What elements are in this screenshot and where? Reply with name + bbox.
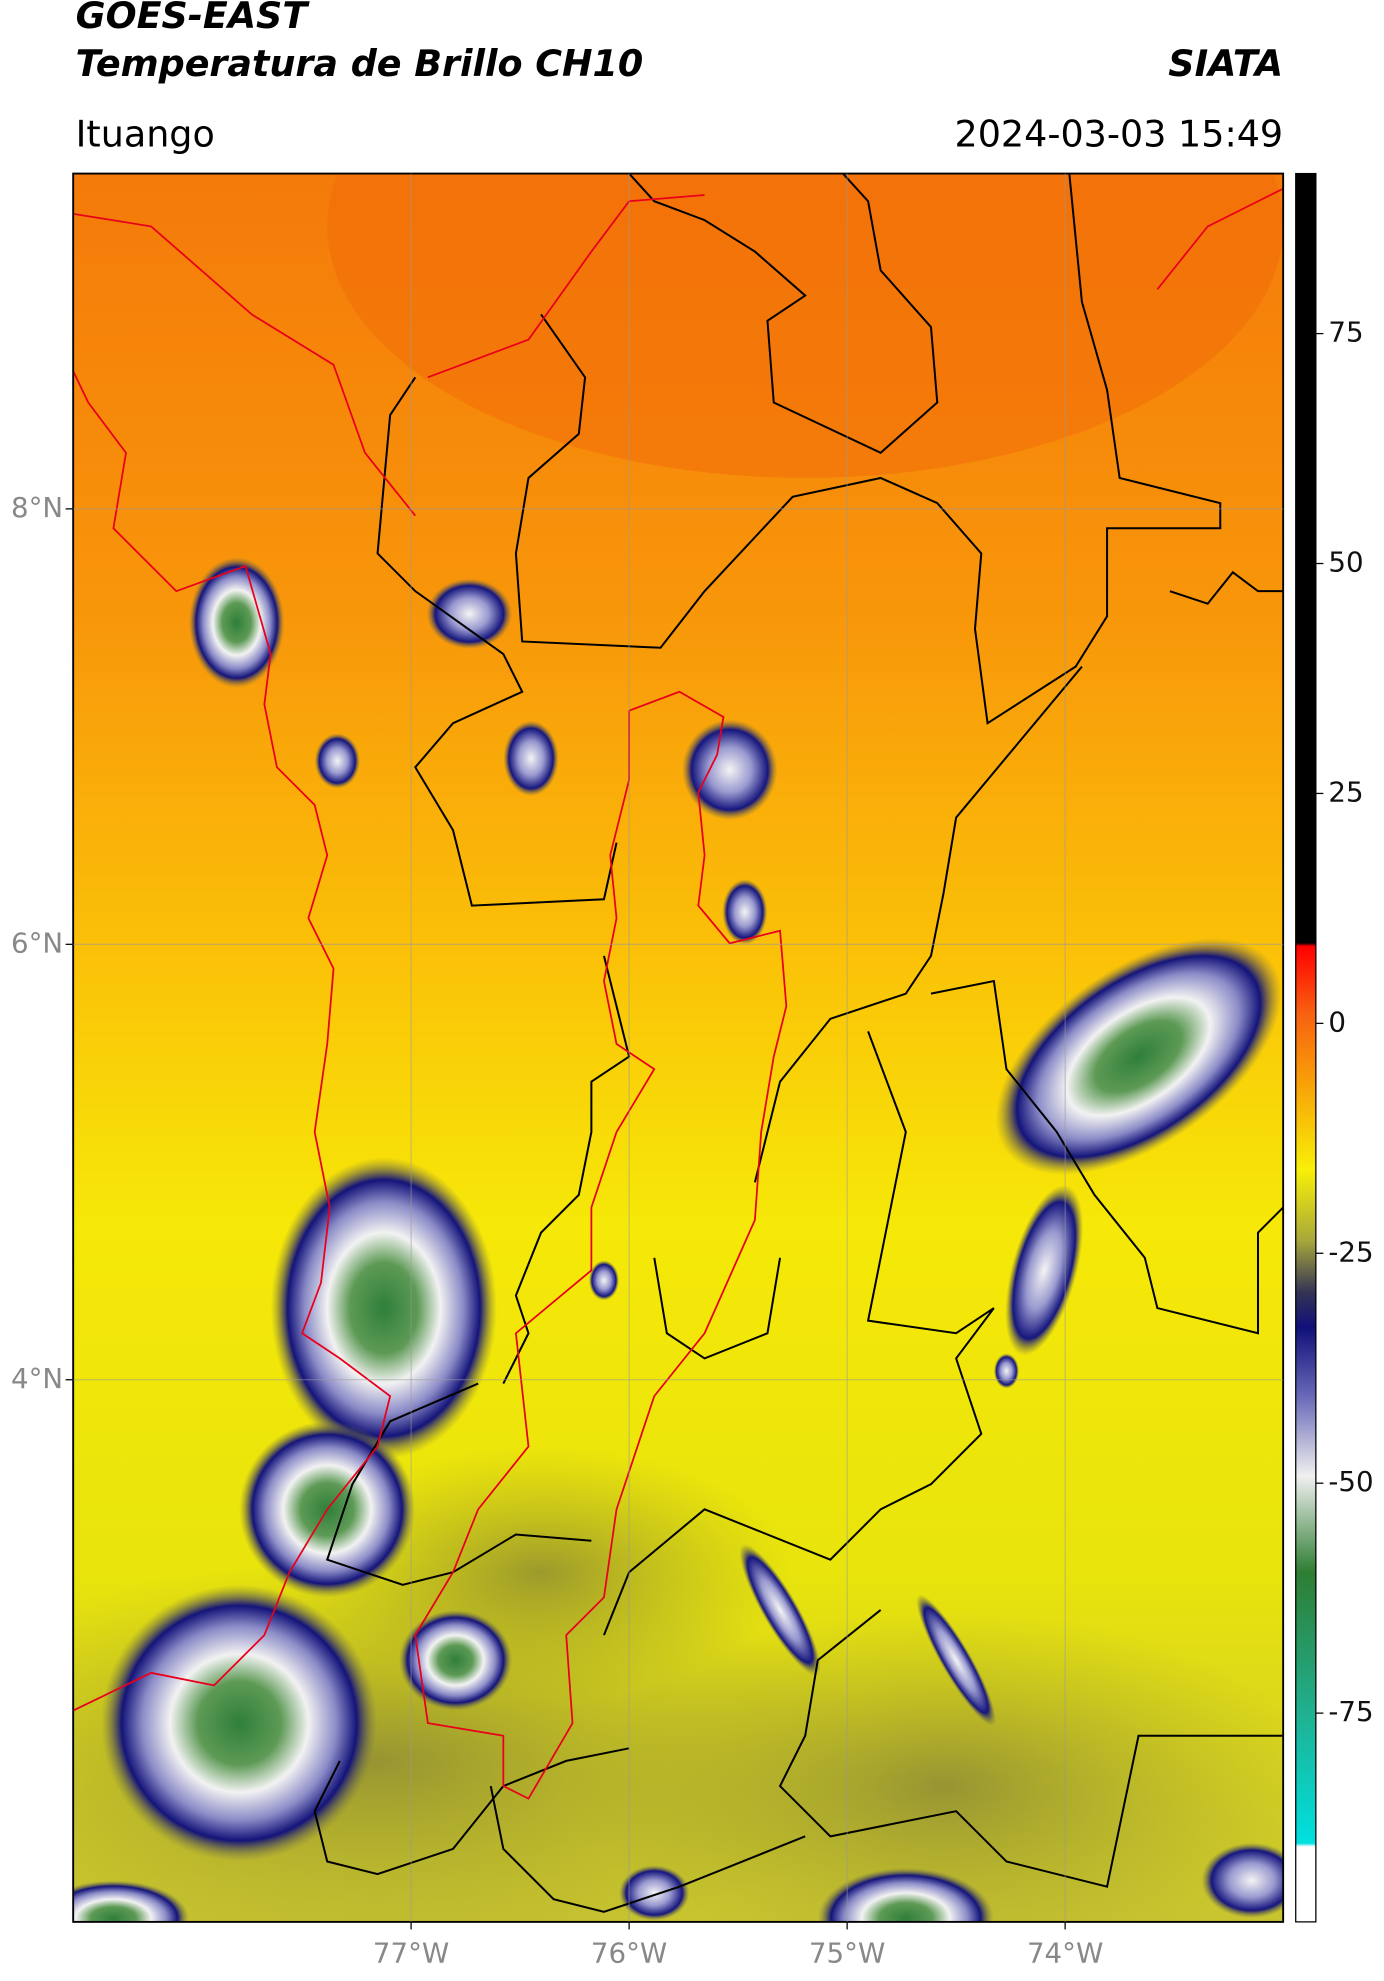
subtitle: Temperatura de Brillo CH10	[76, 42, 644, 85]
x-tick-label: 74°W	[1027, 1937, 1103, 1970]
location: Ituango	[76, 112, 215, 155]
x-tick-label: 77°W	[373, 1937, 449, 1970]
colorbar-tick-label: -50	[1328, 1465, 1373, 1498]
date: 2024-03-03 15:49	[955, 112, 1284, 155]
y-tick-label: 6°N	[11, 926, 63, 959]
axes: 77°W 76°W 75°W 74°W 8°N 6°N 4°N 75 50 25 0 -25 -50 -7…	[11, 173, 1374, 1970]
colorbar-tick-label: -75	[1328, 1695, 1373, 1728]
map-frame	[72, 172, 1285, 1923]
colorbar-tick-label: 0	[1328, 1005, 1346, 1038]
x-tick-label: 76°W	[591, 1937, 667, 1970]
colorbar-tick-label: 25	[1328, 775, 1363, 808]
colorbar	[1295, 172, 1317, 1923]
map-image	[73, 173, 1284, 1922]
colorbar-tick-label: -25	[1328, 1235, 1373, 1268]
x-tick-label: 75°W	[809, 1937, 885, 1970]
colorbar-tick-label: 50	[1328, 546, 1363, 579]
y-tick-label: 4°N	[11, 1362, 63, 1395]
title: GOES-EAST	[76, 0, 311, 37]
y-tick-label: 8°N	[11, 491, 63, 524]
source: SIATA	[1168, 42, 1283, 85]
colorbar-tick-label: 75	[1328, 316, 1363, 349]
